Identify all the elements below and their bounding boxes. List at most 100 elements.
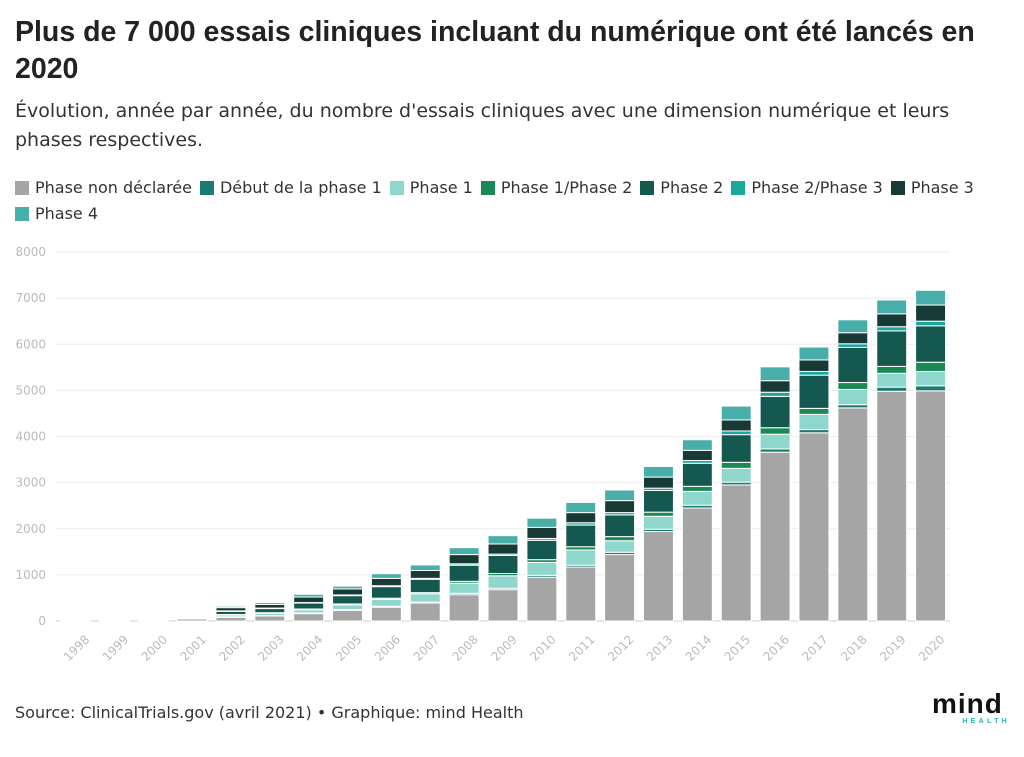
bar-segment-2010-phase-non-declaree[interactable] xyxy=(526,576,558,622)
bar-segment-2007-phase-4[interactable] xyxy=(409,564,441,571)
bar-segment-2018-phase-1-phase-2[interactable] xyxy=(837,382,869,390)
bar-segment-2017-phase-2[interactable] xyxy=(798,374,830,409)
bar-segment-2006-phase-2[interactable] xyxy=(370,586,402,599)
bar-segment-2007-phase-3[interactable] xyxy=(409,569,441,579)
bar-segment-2017-phase-4[interactable] xyxy=(798,346,830,361)
bar-segment-2009-phase-3[interactable] xyxy=(487,543,519,555)
bar-segment-2014-phase-4[interactable] xyxy=(681,439,713,451)
bar-segment-2016-phase-2[interactable] xyxy=(759,395,791,429)
bar-segment-2005-phase-1[interactable] xyxy=(332,604,363,610)
bar-segment-2005-phase-2[interactable] xyxy=(332,595,363,605)
bar-segment-2015-phase-1-phase-2[interactable] xyxy=(720,461,752,469)
bar-segment-1999-phase-4[interactable] xyxy=(98,619,130,622)
bar-segment-2017-phase-non-declaree[interactable] xyxy=(798,432,830,622)
bar-segment-2012-phase-2[interactable] xyxy=(604,514,636,538)
bar-segment-2014-phase-1-phase-2[interactable] xyxy=(681,485,713,492)
bar-segment-2011-phase-1[interactable] xyxy=(565,549,597,566)
bar-segment-2007-phase-1[interactable] xyxy=(409,593,441,603)
bar-segment-2007-phase-2[interactable] xyxy=(409,578,441,594)
bar-segment-2018-phase-1[interactable] xyxy=(837,388,869,406)
bar-segment-2008-phase-2[interactable] xyxy=(448,564,480,582)
bar-segment-2016-phase-4[interactable] xyxy=(759,366,791,382)
bar-segment-2010-phase-2[interactable] xyxy=(526,539,558,561)
bar-segment-2006-phase-4[interactable] xyxy=(370,573,402,579)
bar-segment-2004-phase-4[interactable] xyxy=(293,593,325,598)
bar-segment-2014-phase-1[interactable] xyxy=(681,490,713,506)
bar-segment-2013-phase-1-phase-2[interactable] xyxy=(643,511,674,517)
bar-segment-2010-phase-1[interactable] xyxy=(526,561,558,576)
bar-segment-2006-phase-3[interactable] xyxy=(370,577,402,587)
bar-segment-2020-phase-1[interactable] xyxy=(915,370,947,387)
bar-segment-2016-phase-non-declaree[interactable] xyxy=(759,451,791,622)
bar-segment-2018-phase-non-declaree[interactable] xyxy=(837,407,869,622)
bar-segment-2012-phase-non-declaree[interactable] xyxy=(604,554,636,622)
bar-segment-2003-phase-2[interactable] xyxy=(254,608,286,614)
bar-segment-1998-phase-4[interactable] xyxy=(59,618,91,620)
bar-segment-2017-phase-1-phase-2[interactable] xyxy=(798,407,830,415)
bar-segment-2018-phase-2[interactable] xyxy=(837,346,869,384)
bar-segment-2000-phase-4[interactable] xyxy=(137,619,169,621)
bar-segment-2020-debut-de-la-phase-1[interactable] xyxy=(915,385,947,392)
bar-segment-2020-phase-non-declaree[interactable] xyxy=(915,390,947,622)
bar-segment-2016-phase-3[interactable] xyxy=(759,380,791,393)
bar-segment-2020-phase-1-phase-2[interactable] xyxy=(915,361,947,372)
bar-segment-2014-phase-2[interactable] xyxy=(681,462,713,487)
bar-segment-2004-phase-3[interactable] xyxy=(293,596,325,604)
bar-segment-2012-phase-4[interactable] xyxy=(604,489,636,502)
bar-segment-2013-phase-3[interactable] xyxy=(643,476,674,489)
bar-segment-2012-phase-3[interactable] xyxy=(604,500,636,514)
bar-segment-2019-phase-non-declaree[interactable] xyxy=(876,390,908,622)
bar-segment-2013-phase-2[interactable] xyxy=(643,489,674,513)
bar-segment-2003-phase-non-declaree[interactable] xyxy=(254,615,286,622)
bar-segment-2014-phase-non-declaree[interactable] xyxy=(681,507,713,622)
bar-segment-2019-debut-de-la-phase-1[interactable] xyxy=(876,386,908,392)
bar-segment-2015-phase-2[interactable] xyxy=(720,434,752,463)
bar-segment-2002-phase-non-declaree[interactable] xyxy=(215,616,247,622)
bar-segment-2019-phase-1-phase-2[interactable] xyxy=(876,365,908,374)
bar-segment-2004-phase-non-declaree[interactable] xyxy=(293,613,325,622)
bar-segment-2015-phase-2-phase-3[interactable] xyxy=(720,430,752,436)
bar-segment-2020-phase-2-phase-3[interactable] xyxy=(915,320,947,327)
bar-segment-2013-phase-4[interactable] xyxy=(643,465,674,478)
bar-segment-2009-phase-1[interactable] xyxy=(487,575,519,589)
bar-segment-2006-phase-1[interactable] xyxy=(370,598,402,607)
bar-segment-2019-phase-1[interactable] xyxy=(876,372,908,388)
bar-segment-2001-phase-4[interactable] xyxy=(176,614,208,617)
bar-segment-2017-phase-1[interactable] xyxy=(798,413,830,431)
bar-segment-2003-phase-3[interactable] xyxy=(254,603,286,609)
bar-segment-2015-phase-4[interactable] xyxy=(720,405,752,421)
bar-segment-2003-phase-4[interactable] xyxy=(254,602,286,605)
bar-segment-2011-phase-3[interactable] xyxy=(565,512,597,524)
bar-segment-2020-phase-3[interactable] xyxy=(915,304,947,322)
bar-segment-2011-phase-non-declaree[interactable] xyxy=(565,566,597,622)
bar-segment-2011-phase-4[interactable] xyxy=(565,501,597,514)
bar-segment-2020-phase-2[interactable] xyxy=(915,325,947,363)
bar-segment-2002-phase-4[interactable] xyxy=(215,605,247,609)
bar-segment-2020-phase-4[interactable] xyxy=(915,289,947,306)
bar-segment-2013-phase-non-declaree[interactable] xyxy=(643,531,674,622)
bar-segment-2008-phase-non-declaree[interactable] xyxy=(448,594,480,622)
bar-segment-2010-phase-4[interactable] xyxy=(526,517,558,528)
bar-segment-2019-phase-2-phase-3[interactable] xyxy=(876,326,908,332)
bar-segment-2015-phase-3[interactable] xyxy=(720,419,752,432)
bar-segment-2014-phase-3[interactable] xyxy=(681,449,713,461)
bar-segment-2008-phase-3[interactable] xyxy=(448,554,480,565)
bar-segment-2019-phase-3[interactable] xyxy=(876,313,908,328)
bar-segment-2019-phase-4[interactable] xyxy=(876,299,908,315)
bar-segment-2011-phase-2[interactable] xyxy=(565,524,597,548)
bar-segment-2018-phase-3[interactable] xyxy=(837,332,869,345)
bar-segment-2015-phase-1[interactable] xyxy=(720,467,752,483)
bar-segment-2012-phase-1-phase-2[interactable] xyxy=(604,536,636,542)
bar-segment-2010-phase-3[interactable] xyxy=(526,526,558,539)
bar-segment-2007-phase-non-declaree[interactable] xyxy=(409,602,441,622)
bar-segment-2006-phase-non-declaree[interactable] xyxy=(370,606,402,622)
bar-segment-2016-phase-2-phase-3[interactable] xyxy=(759,391,791,397)
bar-segment-2009-phase-2[interactable] xyxy=(487,555,519,574)
bar-segment-2012-phase-1[interactable] xyxy=(604,540,636,553)
bar-segment-2008-phase-1[interactable] xyxy=(448,582,480,594)
bar-segment-2009-phase-non-declaree[interactable] xyxy=(487,589,519,622)
bar-segment-2015-phase-non-declaree[interactable] xyxy=(720,484,752,622)
bar-segment-2004-phase-2[interactable] xyxy=(293,602,325,610)
bar-segment-2005-phase-non-declaree[interactable] xyxy=(332,609,363,622)
bar-segment-2018-phase-2-phase-3[interactable] xyxy=(837,343,869,348)
